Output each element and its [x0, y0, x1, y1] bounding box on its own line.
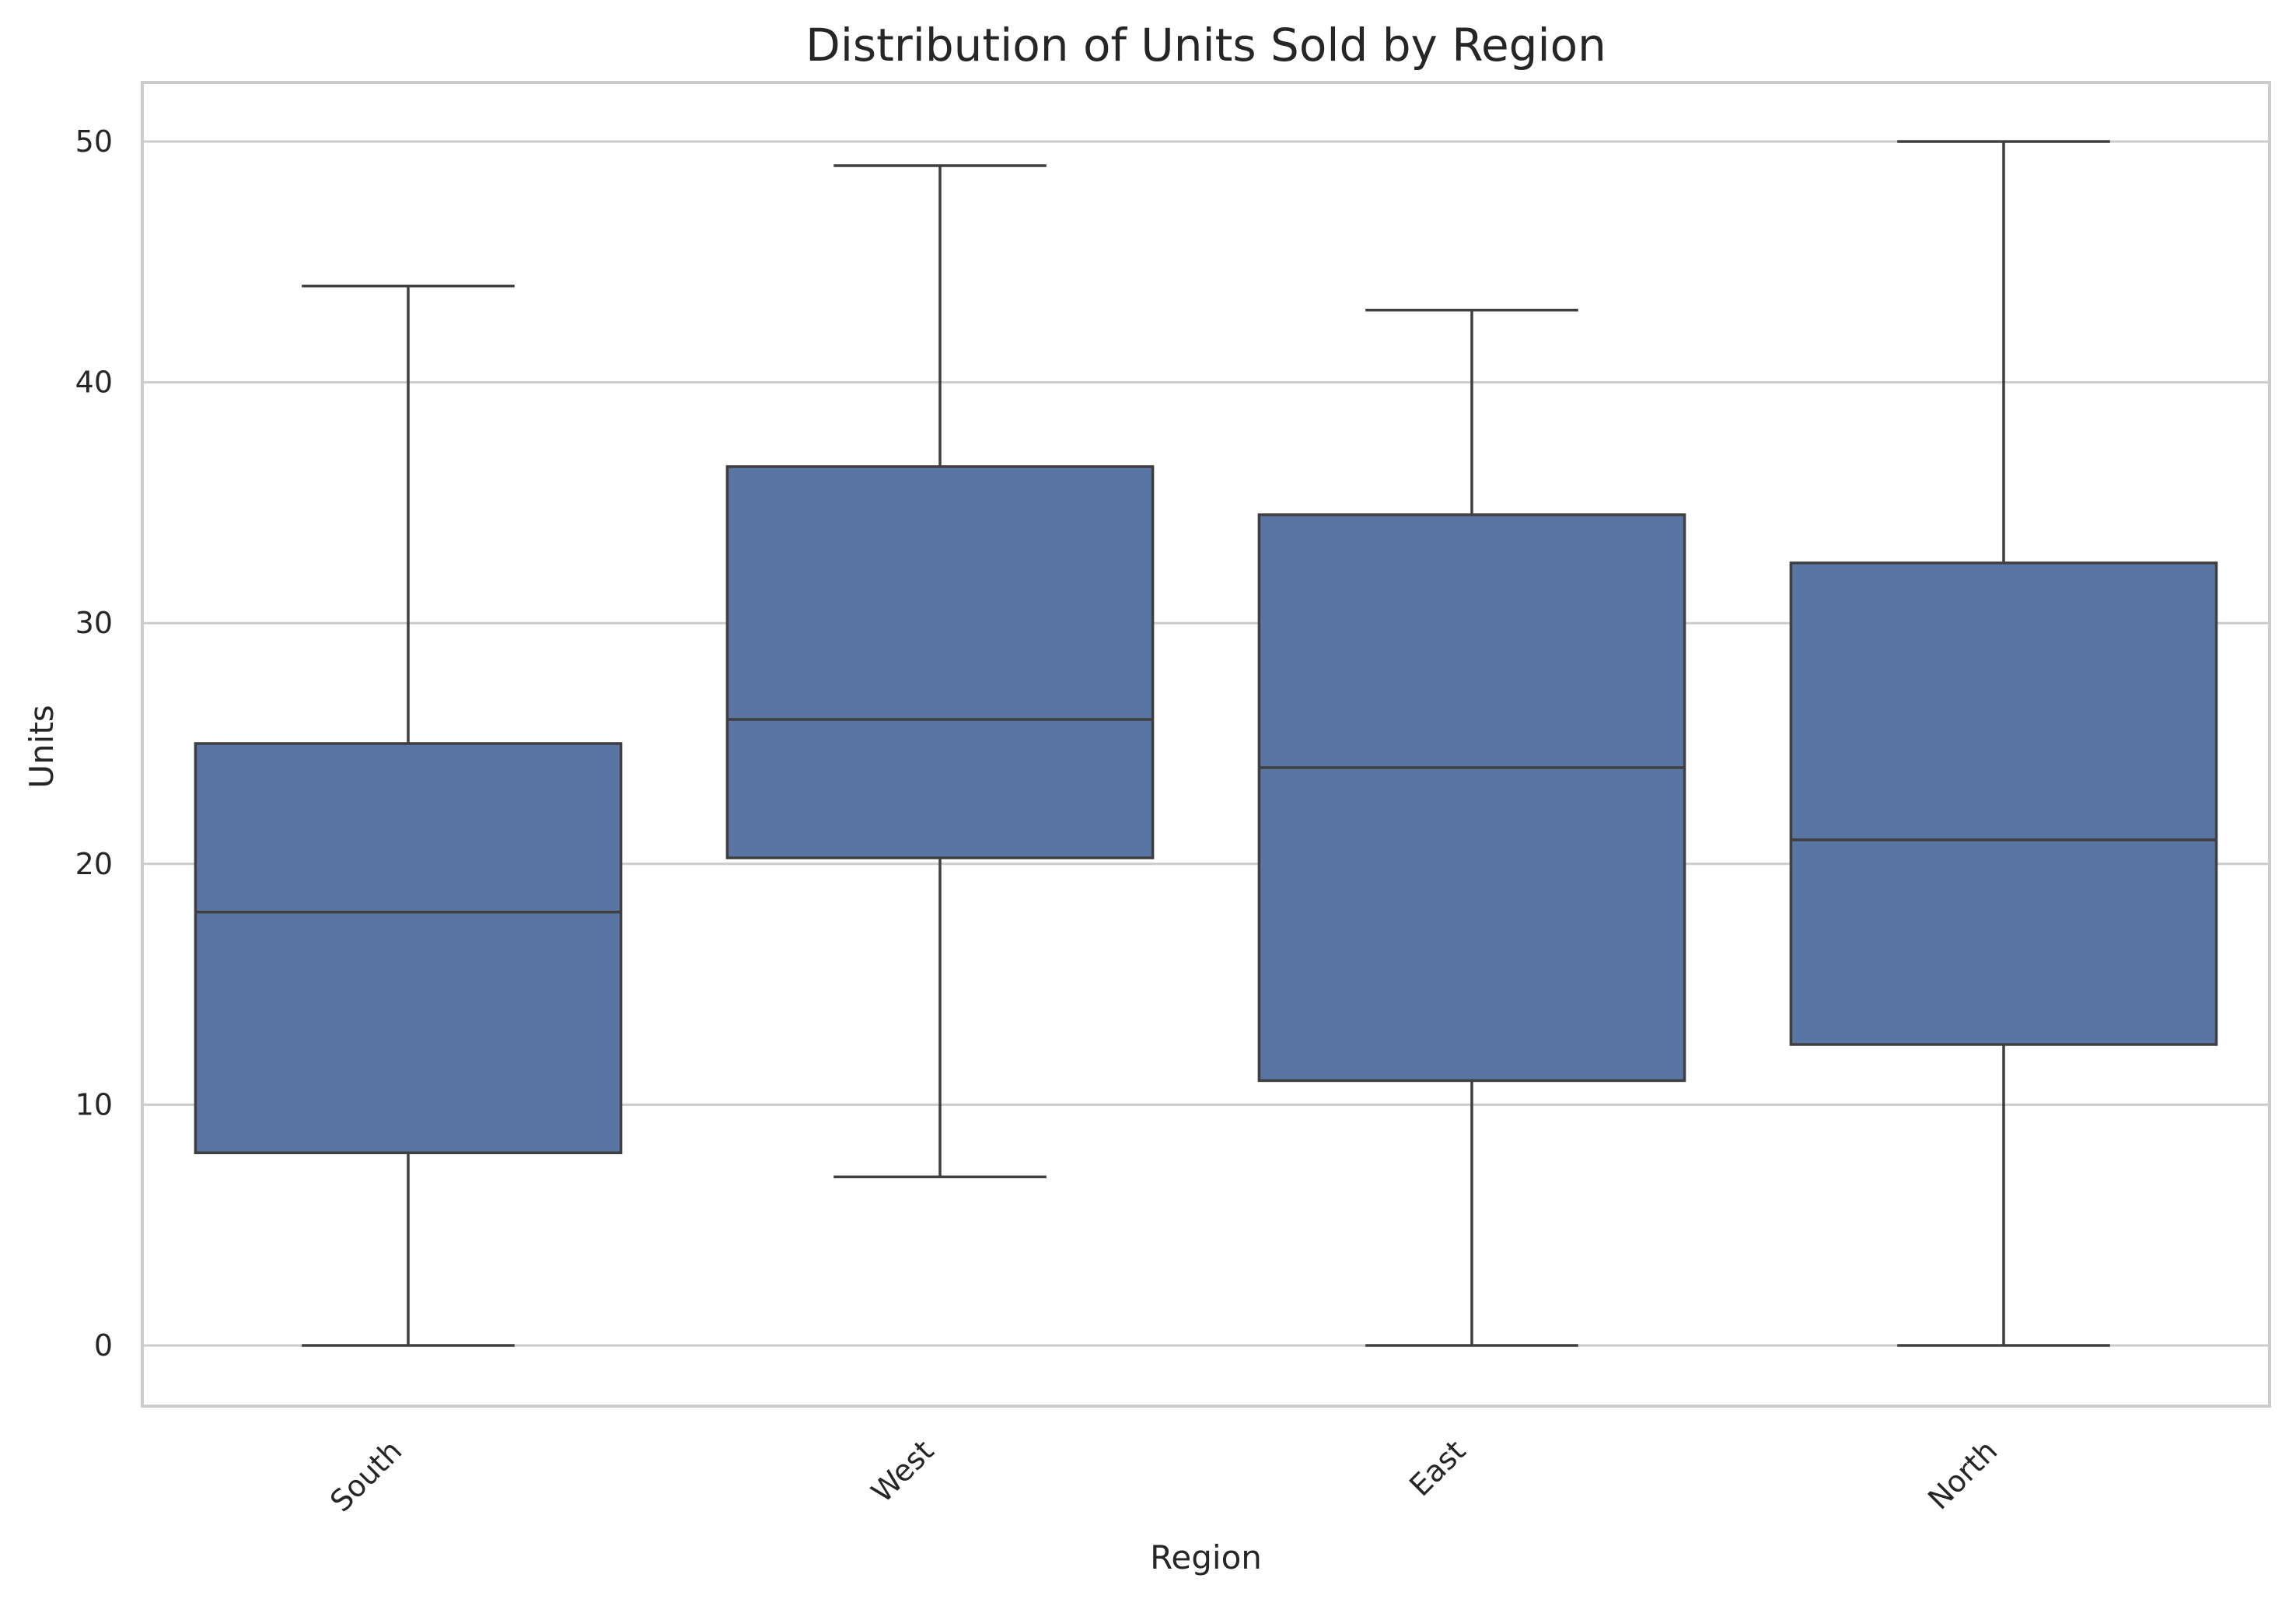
box-west: [725, 164, 1155, 1179]
y-tick-label: 0: [94, 1328, 113, 1363]
x-axis-label: Region: [1150, 1538, 1262, 1576]
y-tick-label: 50: [75, 124, 113, 159]
box-south: [194, 285, 623, 1347]
plot-frame: [141, 81, 2271, 1408]
y-tick-label: 10: [75, 1087, 113, 1121]
chart-title: Distribution of Units Sold by Region: [806, 19, 1606, 72]
y-tick-label: 30: [75, 606, 113, 640]
box-east: [1257, 308, 1686, 1347]
y-axis-label: Units: [23, 705, 61, 788]
box-body: [194, 742, 623, 1155]
y-tick-label: 20: [75, 847, 113, 881]
box-body: [1789, 562, 2218, 1046]
box-body: [1257, 513, 1686, 1083]
box-body: [725, 465, 1155, 859]
y-tick-label: 40: [75, 366, 113, 400]
boxes: [194, 140, 2218, 1347]
y-axis-ticks: 0 10 20 30 40 50: [75, 124, 113, 1363]
box-north: [1789, 140, 2218, 1347]
